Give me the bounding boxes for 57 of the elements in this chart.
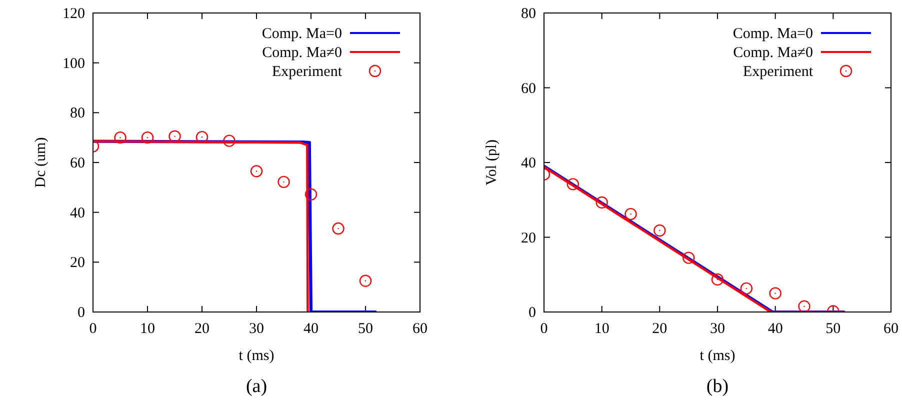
- x-tick-label: 60: [884, 321, 898, 337]
- x-axis-title: t (ms): [238, 348, 274, 364]
- point: [332, 222, 344, 235]
- x-tick-label: 50: [358, 321, 373, 337]
- x-tick-label: 40: [768, 321, 783, 337]
- point: [596, 196, 608, 209]
- point: [682, 252, 695, 264]
- y-tick-label: 20: [70, 255, 85, 272]
- legend-label: Comp. Ma=0: [262, 26, 342, 42]
- x-tick-label: 0: [89, 321, 97, 337]
- y-tick-label: 40: [70, 205, 85, 222]
- point: [769, 287, 782, 300]
- legend-label: Experiment: [272, 64, 343, 80]
- y-tick-label: 20: [521, 230, 536, 246]
- point: [196, 130, 208, 144]
- x-tick-label: 20: [652, 321, 668, 337]
- y-axis-title: Dc (um): [33, 137, 49, 188]
- x-tick-label: 20: [194, 321, 210, 337]
- x-tick-label: 40: [304, 321, 318, 337]
- point: [304, 188, 318, 200]
- y-tick-label: 0: [528, 305, 536, 321]
- x-tick-label: 10: [594, 321, 610, 337]
- text: (a): [246, 376, 268, 397]
- x-tick-label: 50: [826, 321, 841, 337]
- point: [654, 224, 666, 237]
- point: [740, 282, 753, 295]
- point: [168, 130, 181, 142]
- point: [624, 208, 637, 220]
- point: [278, 176, 290, 188]
- point: [141, 131, 154, 144]
- x-tick-label: 30: [249, 321, 264, 337]
- x-tick-label: 0: [540, 321, 548, 337]
- legend-label: Experiment: [743, 64, 814, 80]
- point: [250, 165, 263, 178]
- y-tick-label: 80: [521, 6, 536, 22]
- x-tick-label: 10: [140, 321, 155, 337]
- y-tick-label: 60: [70, 156, 85, 172]
- y-tick-label: 100: [62, 56, 85, 72]
- x-tick-label: 30: [710, 321, 725, 337]
- y-axis-title: Vol (pl): [484, 140, 500, 186]
- x-axis-title: t (ms): [700, 348, 736, 364]
- point: [711, 273, 724, 286]
- x-tick-label: 60: [412, 321, 428, 337]
- y-tick-label: 120: [62, 6, 85, 22]
- y-tick-label: 0: [78, 305, 85, 321]
- legend-label: Comp. Ma≠0: [733, 45, 813, 61]
- text: (b): [706, 376, 729, 397]
- legend-label: Comp. Ma=0: [732, 26, 813, 42]
- point: [566, 178, 580, 190]
- point: [223, 134, 236, 147]
- point: [359, 274, 372, 287]
- point: [798, 300, 810, 312]
- legend-label: Comp. Ma≠0: [262, 45, 342, 61]
- point: [114, 131, 126, 144]
- y-tick-label: 80: [70, 106, 85, 122]
- y-tick-label: 40: [521, 156, 536, 172]
- y-tick-label: 60: [521, 80, 536, 97]
